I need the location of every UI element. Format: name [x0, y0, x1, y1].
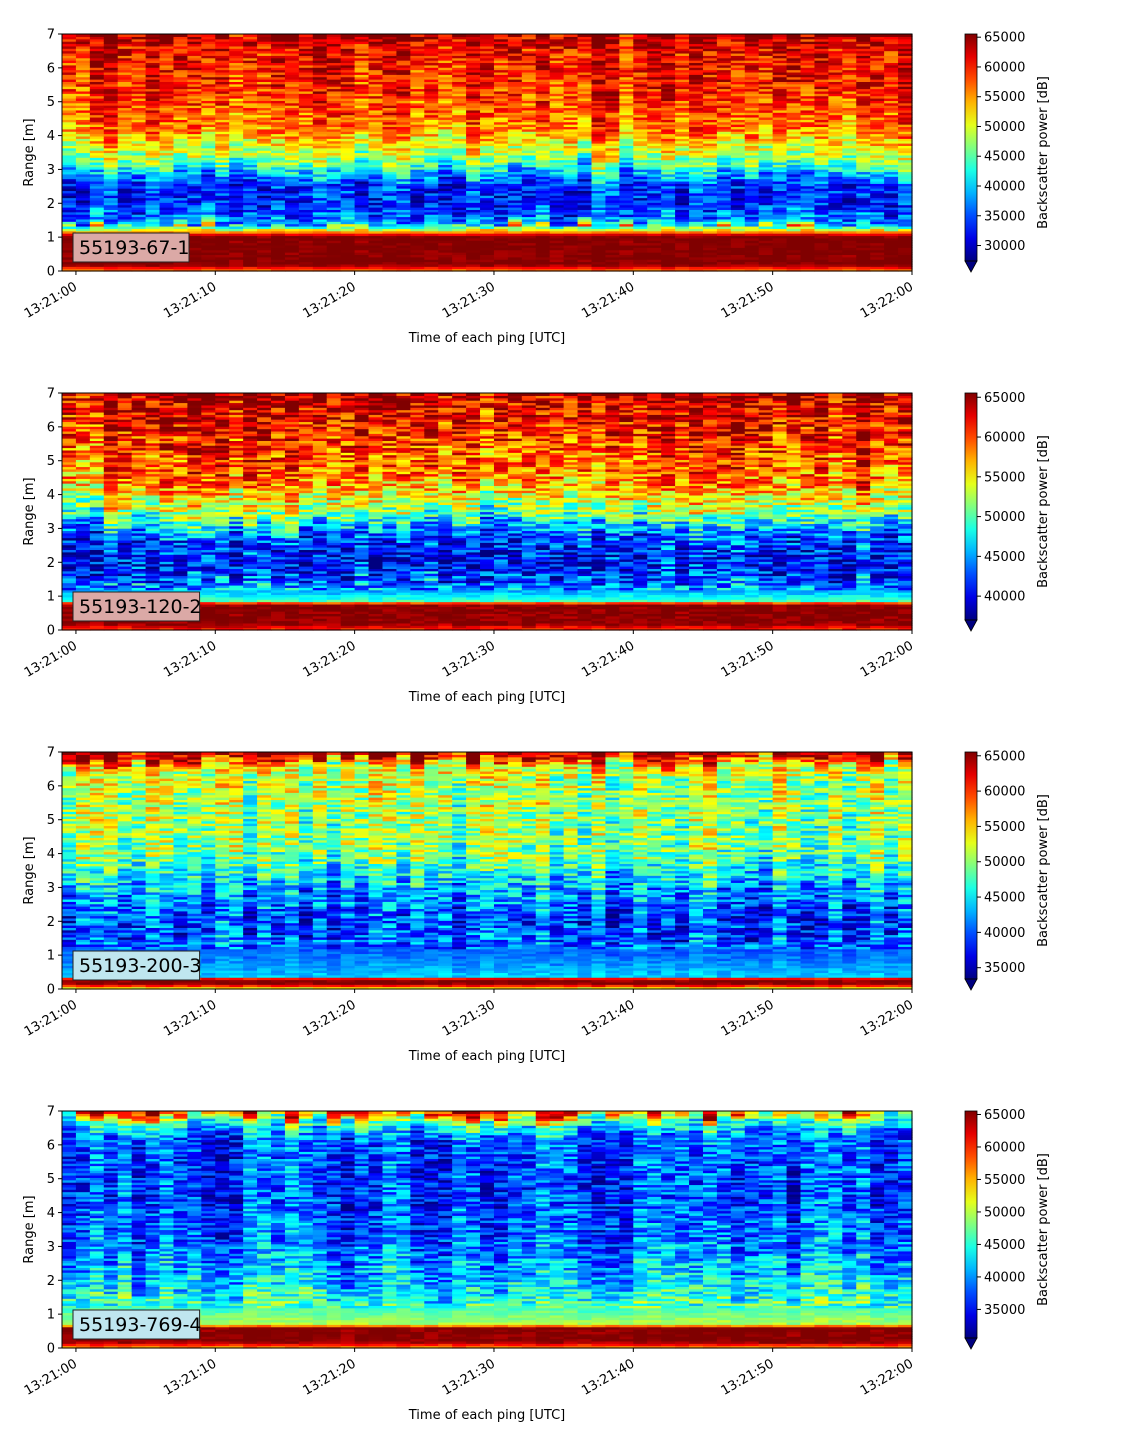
heatmap: [62, 34, 913, 272]
